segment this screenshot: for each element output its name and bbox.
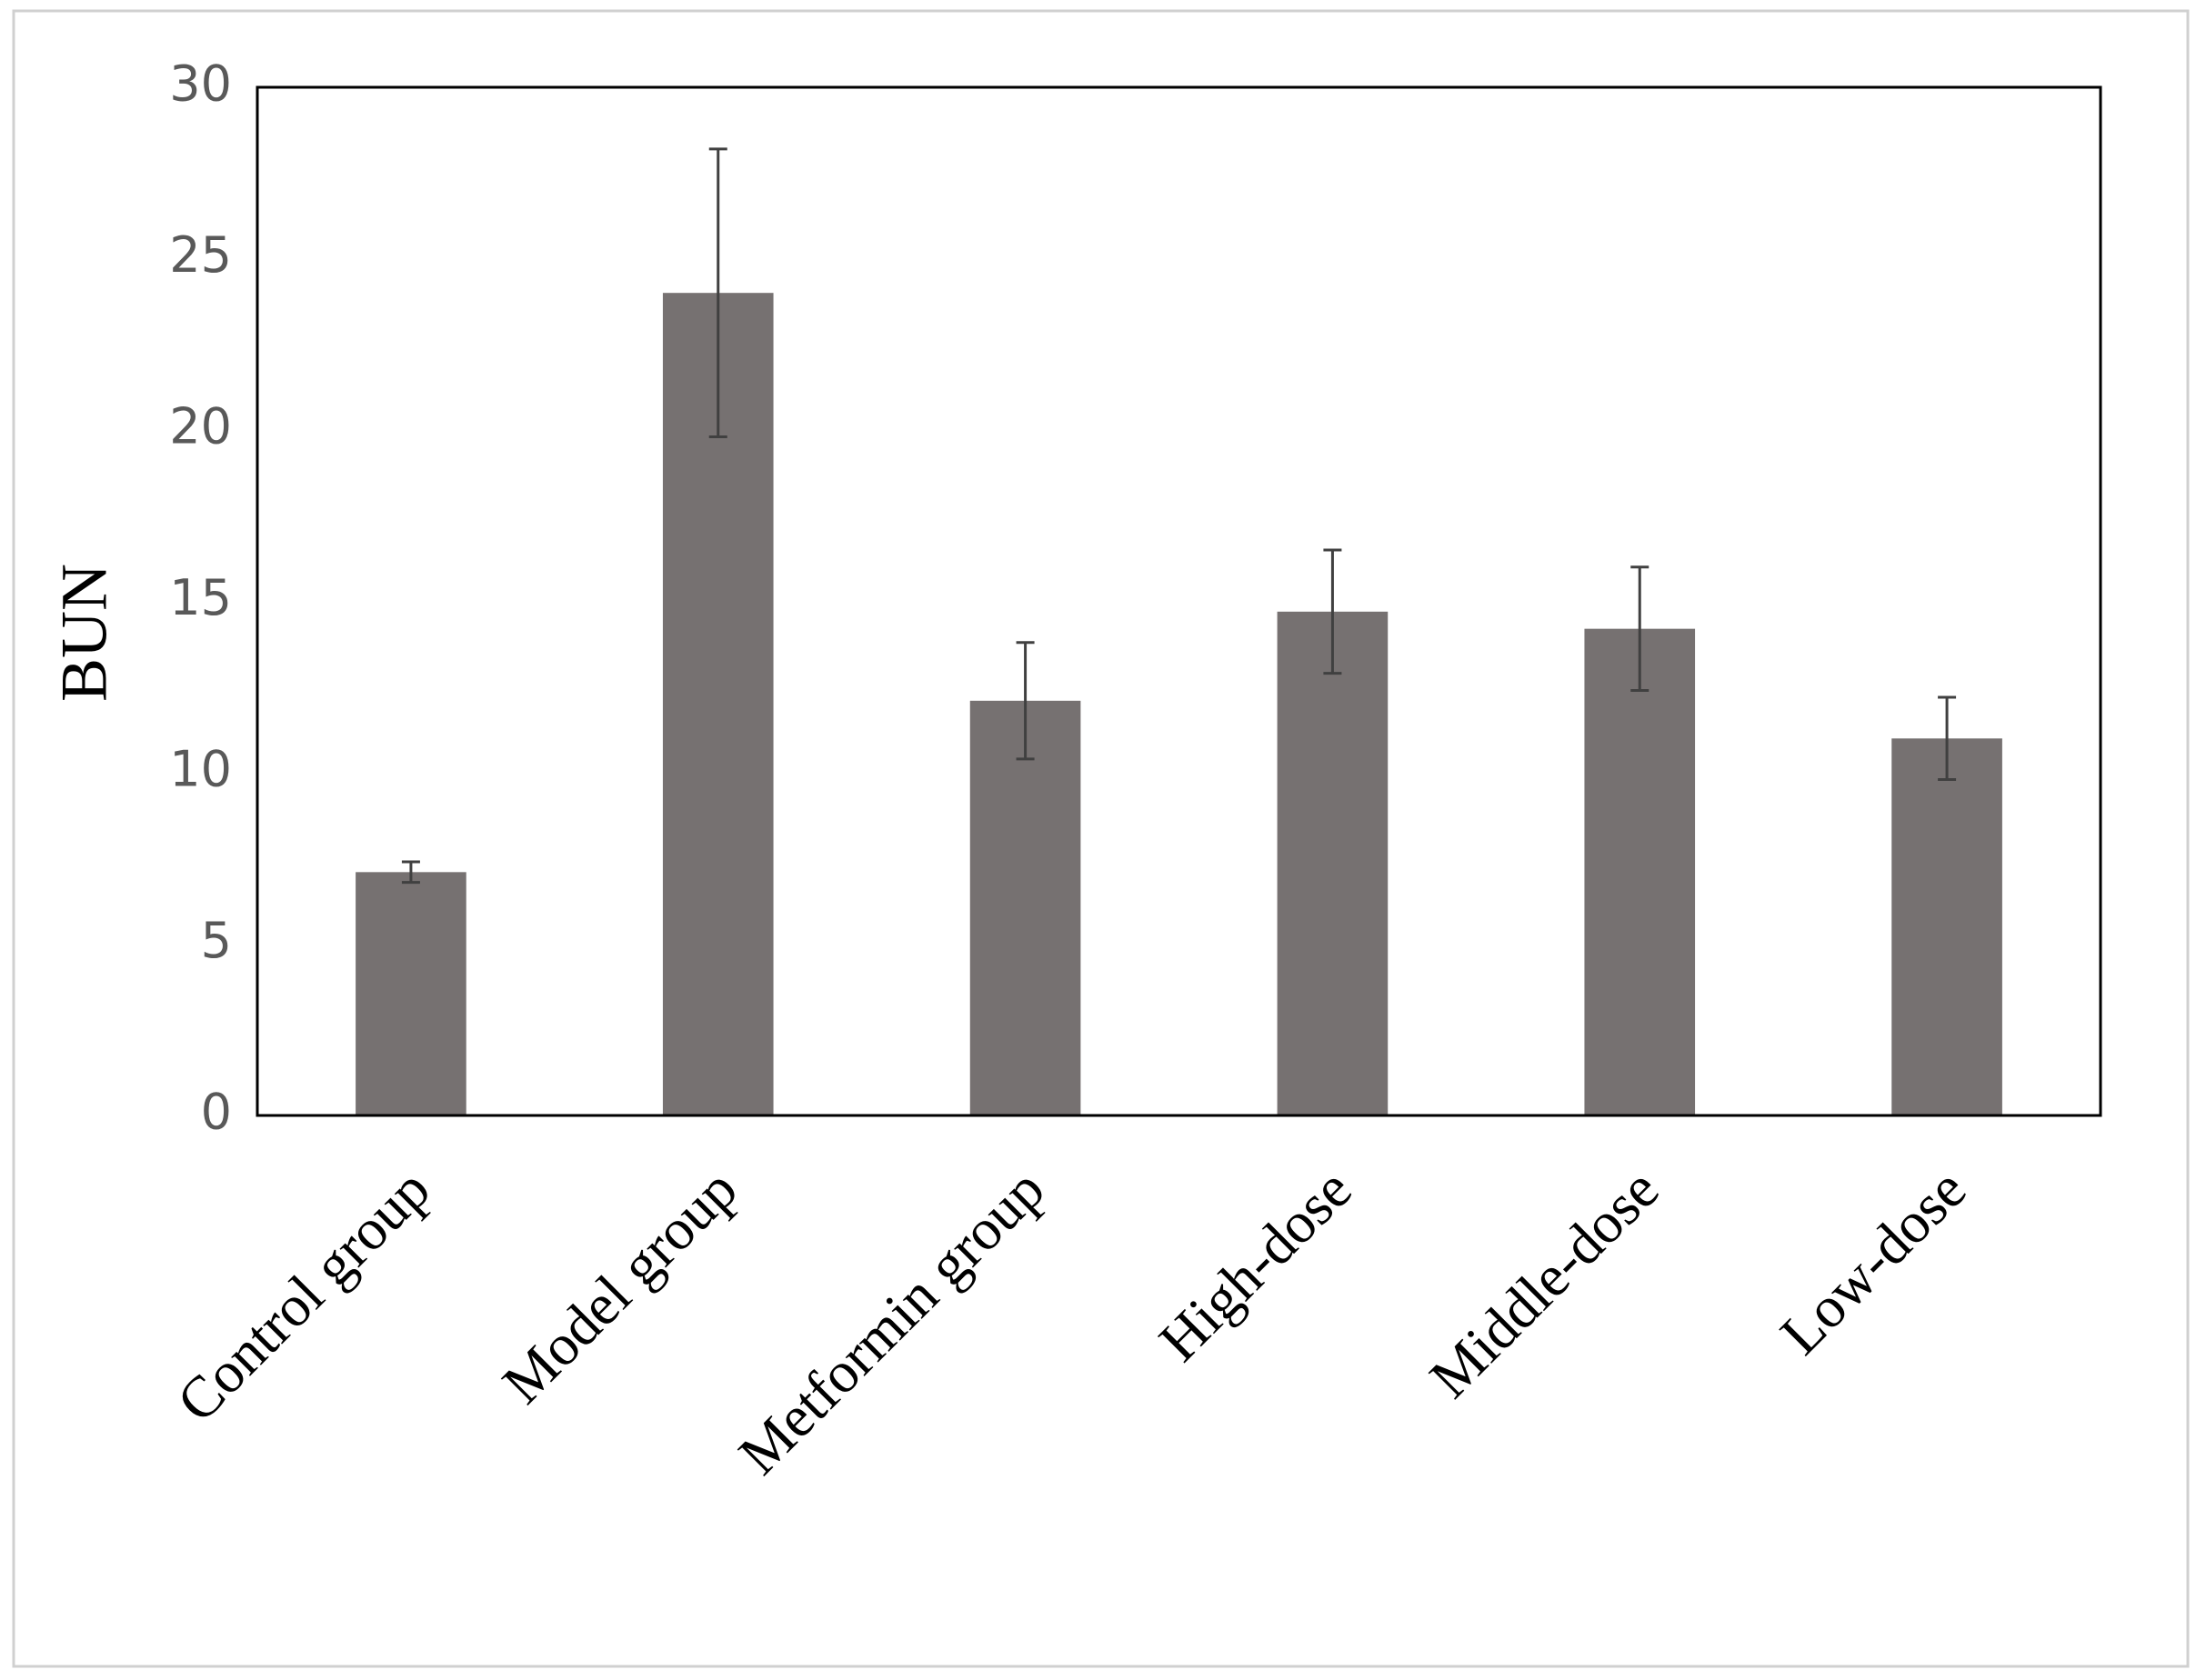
x-tick-label: Model group xyxy=(490,1156,749,1415)
frame xyxy=(12,9,2190,1668)
y-tick-label: 20 xyxy=(169,398,232,455)
bar xyxy=(1584,628,1696,1115)
y-tick-label: 5 xyxy=(201,912,232,969)
x-tick-label: Metformin group xyxy=(727,1156,1057,1486)
error-bar xyxy=(708,147,727,439)
error-bar xyxy=(401,860,420,885)
y-tick-label: 25 xyxy=(169,226,232,284)
bar xyxy=(1277,611,1389,1115)
x-tick-label: High-dose xyxy=(1147,1156,1364,1374)
bar xyxy=(969,700,1081,1115)
y-tick-label: 15 xyxy=(169,569,232,626)
x-tick-label: Middle-dose xyxy=(1418,1156,1671,1410)
y-tick-label: 30 xyxy=(169,55,232,113)
y-axis-label: BUN xyxy=(48,564,121,702)
x-tick-label: Low-dose xyxy=(1768,1156,1978,1366)
error-bar xyxy=(1938,695,1957,782)
error-bar xyxy=(1016,641,1035,761)
y-tick-label: 10 xyxy=(169,741,232,798)
bar xyxy=(1891,738,2002,1115)
x-tick-label: Control group xyxy=(165,1156,442,1434)
plot-border xyxy=(256,85,2102,1117)
y-tick-label: 0 xyxy=(201,1084,232,1141)
error-bar xyxy=(1323,548,1342,675)
bar xyxy=(356,872,466,1115)
error-bar xyxy=(1630,565,1649,693)
